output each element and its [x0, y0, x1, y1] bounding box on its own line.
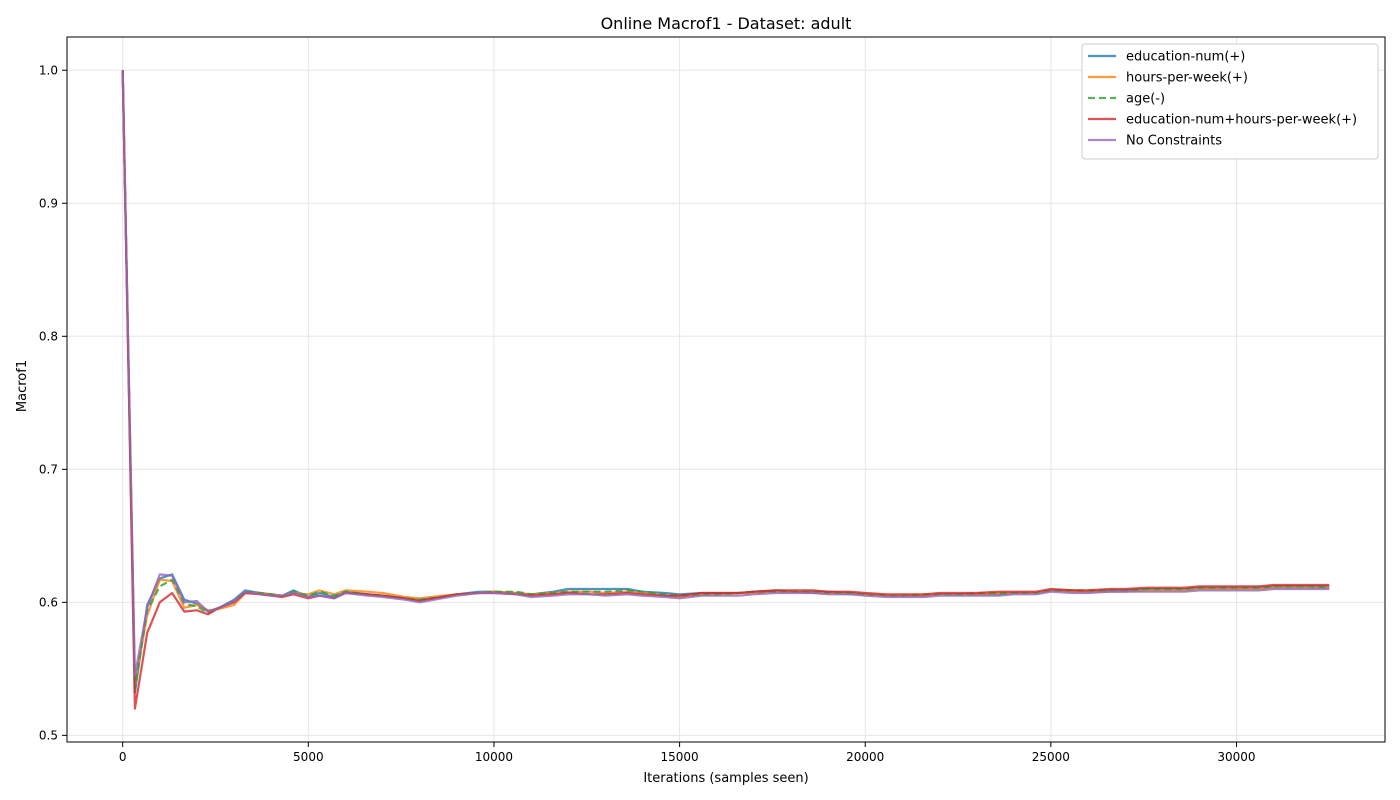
y-tick-label: 1.0: [39, 63, 58, 77]
x-axis-title: Iterations (samples seen): [643, 771, 808, 786]
chart-title: Online Macrof1 - Dataset: adult: [601, 14, 852, 33]
y-tick-label: 0.9: [39, 196, 58, 210]
series-line-4: [121, 70, 1330, 710]
y-tick-label: 0.6: [39, 595, 58, 609]
y-axis-ticks: 0.5 0.6 0.7 0.8 0.9 1.0: [39, 63, 67, 742]
y-axis-title: Macrof1: [15, 360, 30, 412]
series-line-1: [121, 70, 1330, 694]
plot-frame: [66, 36, 1386, 743]
x-tick-label: 5000: [293, 750, 324, 764]
x-tick-label: 0: [119, 750, 127, 764]
x-tick-label: 15000: [660, 750, 698, 764]
legend-box: [1081, 43, 1379, 160]
legend-label: age(-): [1126, 92, 1165, 107]
legend-label: education-num+hours-per-week(+): [1126, 113, 1357, 128]
legend: education-num(+) hours-per-week(+) age(-) e…: [1081, 43, 1379, 160]
x-tick-label: 25000: [1032, 750, 1070, 764]
y-tick-label: 0.7: [39, 462, 58, 476]
series-lines: [121, 70, 1330, 710]
series-line-5: [121, 70, 1330, 677]
legend-label: hours-per-week(+): [1126, 71, 1248, 86]
y-tick-label: 0.8: [39, 329, 58, 343]
x-tick-label: 20000: [846, 750, 884, 764]
x-tick-label: 10000: [475, 750, 513, 764]
legend-label: education-num(+): [1126, 50, 1245, 65]
x-tick-label: 30000: [1217, 750, 1255, 764]
x-axis-ticks: 0 5000 10000 15000 20000 25000 30000: [119, 742, 1256, 764]
legend-label: No Constraints: [1126, 134, 1222, 149]
y-tick-label: 0.5: [39, 728, 58, 742]
series-line-2: [121, 70, 1330, 684]
